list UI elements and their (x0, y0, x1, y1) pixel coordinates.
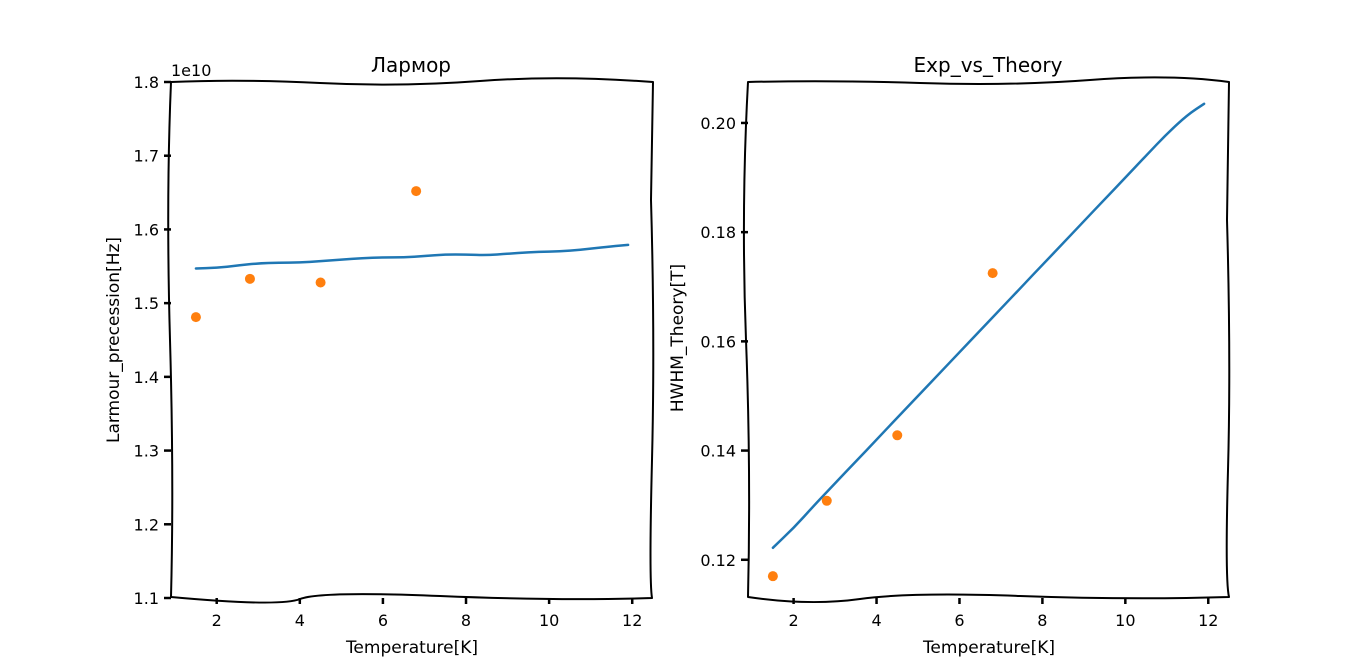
series-larmor (190, 186, 630, 323)
y-tick-label: 1.5 (134, 294, 159, 313)
x-tick-label: 2 (212, 611, 222, 630)
y-tick-label: 1.2 (134, 515, 159, 534)
x-tick-label: 12 (622, 611, 642, 630)
y-tick-label: 0.20 (700, 114, 736, 133)
series-line (771, 102, 1206, 550)
scatter-point (244, 273, 255, 284)
chart-larmor: 2 4 6 8 10 121.11.21.31.41.51.61.71.8 Лармор … (104, 53, 655, 658)
y-tick-label: 1.7 (134, 147, 159, 166)
x-axis-label-exp-vs-theory: Temperature[K] (922, 638, 1055, 658)
ticks-larmor: 2 4 6 8 10 12 1.1 1.2 1.3 1.4 1.5 1.6 1.7 1.8 (134, 73, 643, 630)
scatter-point (411, 186, 422, 197)
x-tick-label: 10 (539, 611, 559, 630)
offset-text-larmor: 1e10 (171, 61, 211, 80)
y-tick-label: 1.4 (134, 368, 159, 387)
y-tick-label: 1.3 (134, 442, 159, 461)
ticks-exp-vs-theory: 2 4 6 8 10 12 0.12 0.14 0.16 0.18 0.20 (700, 114, 1218, 630)
x-tick-label: 8 (1037, 611, 1047, 630)
y-tick-label: 0.18 (700, 223, 736, 242)
scatter-point (987, 268, 998, 279)
y-tick-label: 1.1 (134, 589, 159, 608)
x-tick-label: 10 (1115, 611, 1135, 630)
scatter-point (315, 277, 326, 288)
x-tick-label: 4 (871, 611, 881, 630)
x-tick-label: 6 (954, 611, 964, 630)
y-tick-label: 0.12 (700, 551, 736, 570)
y-axis-label-exp-vs-theory: HWHM_Theory[T] (668, 264, 688, 412)
x-tick-label: 12 (1198, 611, 1218, 630)
y-tick-label: 0.14 (700, 442, 736, 461)
plot-frame-exp-vs-theory (742, 76, 1231, 604)
series-line (194, 243, 630, 270)
x-tick-label: 4 (295, 611, 305, 630)
scatter-point (190, 312, 201, 323)
y-tick-label: 0.16 (700, 332, 736, 351)
scatter-point (892, 430, 903, 441)
y-tick-label: 1.8 (134, 73, 159, 92)
plot-frame-larmor (167, 77, 655, 604)
scatter-point (767, 571, 778, 582)
x-tick-label: 6 (378, 611, 388, 630)
chart-exp-vs-theory: 2 4 6 8 10 12 0.12 0.14 0.16 0.18 0.20 Exp_vs_Theo… (668, 53, 1231, 658)
y-tick-label: 1.6 (134, 220, 159, 239)
chart-title-exp-vs-theory: Exp_vs_Theory (914, 53, 1063, 77)
scatter-point (821, 495, 832, 506)
x-tick-label: 2 (789, 611, 799, 630)
y-axis-label-larmor: Larmour_precession[Hz] (104, 237, 124, 443)
chart-title-larmor: Лармор (371, 53, 451, 77)
series-exp-vs-theory (767, 102, 1206, 582)
x-tick-label: 8 (461, 611, 471, 630)
x-axis-label-larmor: Temperature[K] (345, 638, 478, 658)
